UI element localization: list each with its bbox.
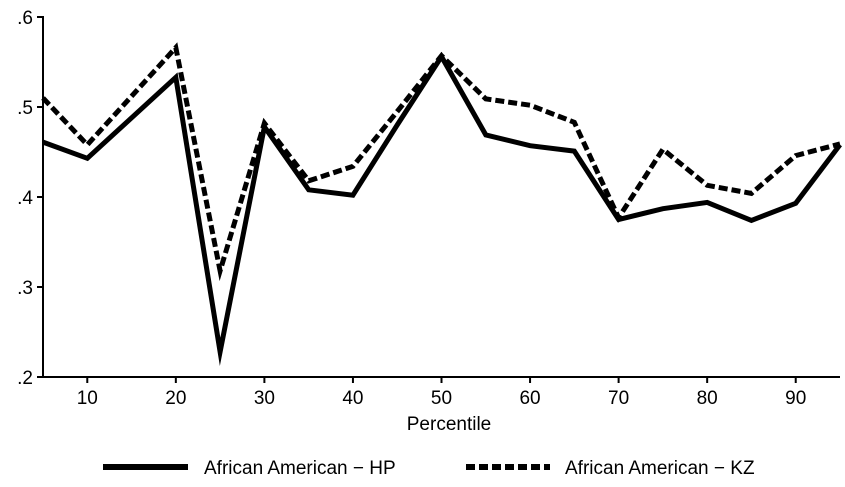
legend: African American − HP African American − … [103, 458, 755, 479]
y-tick-label: .5 [17, 98, 33, 119]
x-tick-label: 40 [342, 388, 363, 409]
y-tick-label: .6 [17, 8, 33, 29]
y-tick-label: .4 [17, 188, 33, 209]
x-tick-label: 90 [785, 388, 806, 409]
series-layer [41, 42, 842, 366]
y-tick-label: .2 [17, 368, 33, 389]
x-tick-label: 60 [519, 388, 540, 409]
x-axis-label: Percentile [407, 414, 492, 435]
x-tick-label: 50 [431, 388, 452, 409]
x-tick-label: 20 [165, 388, 186, 409]
series-line-2 [41, 42, 841, 282]
legend-label-1: African American − HP [204, 458, 396, 479]
axes: .2 .3 .4 .5 .6 10 20 30 40 50 60 70 80 90 [17, 8, 840, 409]
legend-label-2: African American − KZ [565, 458, 755, 479]
x-tick-label: 10 [77, 388, 98, 409]
y-tick-label: .3 [17, 278, 33, 299]
x-tick-label: 30 [254, 388, 275, 409]
series-line-1 [42, 51, 842, 366]
x-tick-label: 80 [697, 388, 718, 409]
x-tick-label: 70 [608, 388, 629, 409]
